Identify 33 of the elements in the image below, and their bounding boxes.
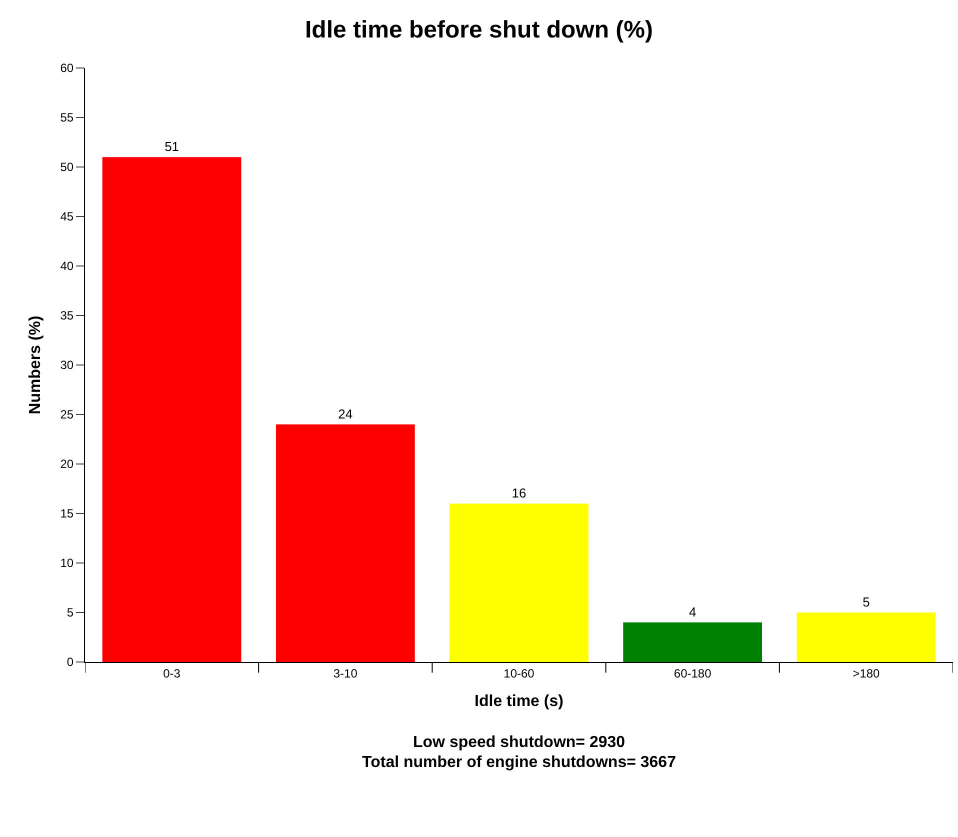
y-tick-label: 10 xyxy=(60,556,74,570)
y-tick-label: 15 xyxy=(60,506,74,521)
y-tick-label: 55 xyxy=(60,110,74,125)
y-tick-label: 50 xyxy=(60,160,74,174)
x-tick-label: 0-3 xyxy=(163,666,181,680)
chart-title: Idle time before shut down (%) xyxy=(304,16,654,44)
x-tick-label: >180 xyxy=(852,666,880,680)
y-tick-label: 20 xyxy=(60,457,74,472)
bar xyxy=(276,424,415,662)
y-tick-label: 30 xyxy=(60,358,74,372)
data-label: 51 xyxy=(164,139,180,154)
y-axis-title: Numbers (%) xyxy=(27,316,44,414)
data-label: 4 xyxy=(688,604,696,620)
x-tick-label: 10-60 xyxy=(504,666,535,680)
data-label: 5 xyxy=(862,594,870,610)
y-tick-label: 35 xyxy=(60,308,74,323)
y-tick-label: 60 xyxy=(60,61,74,76)
y-tick-label: 5 xyxy=(66,606,74,620)
data-label: 16 xyxy=(512,486,526,501)
bar xyxy=(450,504,588,662)
bar xyxy=(102,157,242,662)
y-tick-label: 0 xyxy=(66,655,74,670)
x-tick-label: 3-10 xyxy=(333,666,358,680)
y-tick-label: 40 xyxy=(60,259,74,274)
y-tick-label: 25 xyxy=(60,408,74,422)
y-tick-label: 45 xyxy=(60,210,74,224)
x-tick-label: 60-180 xyxy=(674,666,712,680)
data-label: 24 xyxy=(338,406,353,422)
bar xyxy=(796,612,936,662)
text: Low speed shutdown= 2930 xyxy=(413,734,626,751)
bar xyxy=(623,622,762,662)
x-axis-title: Idle time (s) xyxy=(474,693,564,710)
text: Total number of engine shutdowns= 3667 xyxy=(362,754,676,771)
